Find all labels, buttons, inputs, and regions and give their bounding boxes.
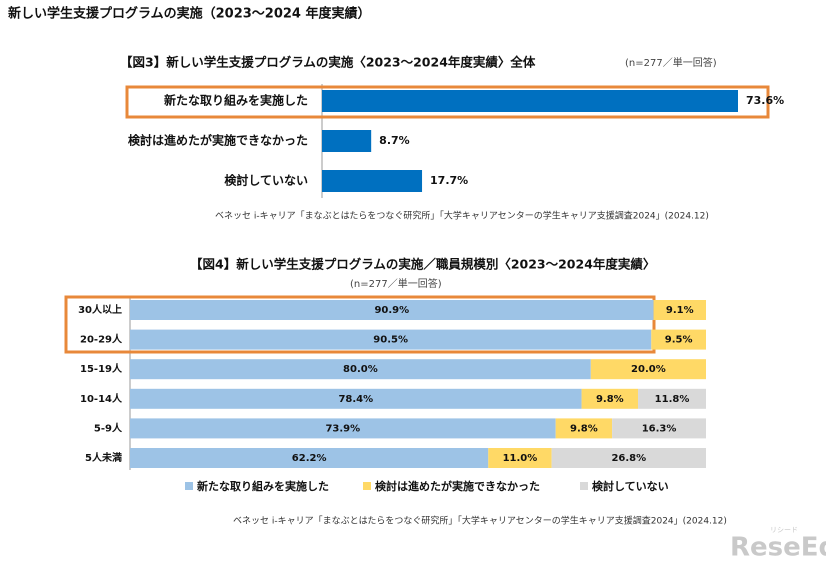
data-label: 11.8% [655, 394, 690, 405]
bar-segment [581, 388, 639, 409]
data-label: 9.8% [596, 394, 624, 405]
bar-segment [651, 329, 706, 350]
bar-segment [590, 359, 706, 380]
bar-segment [130, 448, 489, 468]
data-label: 9.5% [665, 335, 693, 346]
data-label: 80.0% [343, 364, 378, 375]
data-label: 73.9% [325, 423, 360, 434]
bar-segment [130, 300, 654, 320]
bar-segment [130, 329, 652, 350]
page-title: 新しい学生支援プログラムの実施（2023～2024 年度実績） [8, 6, 371, 22]
legend-swatch [363, 482, 371, 490]
data-label: 8.7% [379, 134, 410, 147]
category-label: 検討していない [224, 173, 308, 188]
legend-label: 検討は進めたが実施できなかった [375, 479, 540, 493]
source: ベネッセ i-キャリア「まなぶとはたらをつなぐ研究所」「大学キャリアセンターの学… [233, 515, 727, 527]
category-label: 20-29人 [80, 333, 123, 346]
data-label: 11.0% [503, 453, 538, 464]
chart-title: 【図4】新しい学生支援プログラムの実施／職員規模別〈2023～2024年度実績〉 [190, 257, 655, 272]
bar [322, 170, 423, 192]
bar-segment [130, 418, 556, 439]
chart-title: 【図3】新しい学生支援プログラムの実施〈2023～2024年度実績〉全体 [120, 55, 536, 70]
data-label: 90.5% [373, 335, 408, 346]
highlight-box [64, 295, 656, 354]
category-label: 新たな取り組みを実施した [164, 93, 308, 108]
category-label: 15-19人 [80, 362, 123, 375]
data-label: 16.3% [642, 423, 677, 434]
bar-segment [130, 388, 582, 409]
chart-subtitle: (n=277／単一回答) [350, 277, 442, 290]
bar [322, 130, 372, 152]
data-label: 62.2% [292, 453, 327, 464]
legend-swatch [580, 482, 588, 490]
data-label: 17.7% [430, 174, 468, 187]
category-label: 30人以上 [78, 303, 122, 316]
data-label: 9.8% [570, 423, 598, 434]
highlight-box [125, 85, 770, 119]
bar-segment [130, 359, 591, 380]
bar-segment [555, 418, 613, 439]
logo: ReseEd [730, 533, 826, 562]
data-label: 73.6% [746, 94, 784, 107]
category-label: 10-14人 [80, 392, 123, 405]
data-label: 78.4% [338, 394, 373, 405]
legend-label: 新たな取り組みを実施した [197, 479, 329, 493]
bar-segment [638, 388, 706, 409]
bar-segment [653, 300, 706, 320]
data-label: 90.9% [374, 305, 409, 316]
bar-segment [488, 448, 552, 468]
bar [322, 90, 738, 112]
data-label: 26.8% [611, 453, 646, 464]
category-label: 5-9人 [94, 421, 123, 434]
data-label: 20.0% [631, 364, 666, 375]
legend-label: 検討していない [592, 479, 669, 493]
data-label: 9.1% [666, 305, 694, 316]
category-label: 検討は進めたが実施できなかった [128, 133, 308, 148]
legend-swatch [185, 482, 193, 490]
category-label: 5人未満 [85, 451, 122, 464]
source: ベネッセ i-キャリア「まなぶとはたらをつなぐ研究所」「大学キャリアセンターの学… [215, 210, 709, 222]
bar-segment [551, 448, 706, 468]
logo-sub: リシード [770, 526, 798, 534]
chart-subtitle: (n=277／単一回答) [625, 56, 717, 69]
bar-segment [612, 418, 706, 439]
